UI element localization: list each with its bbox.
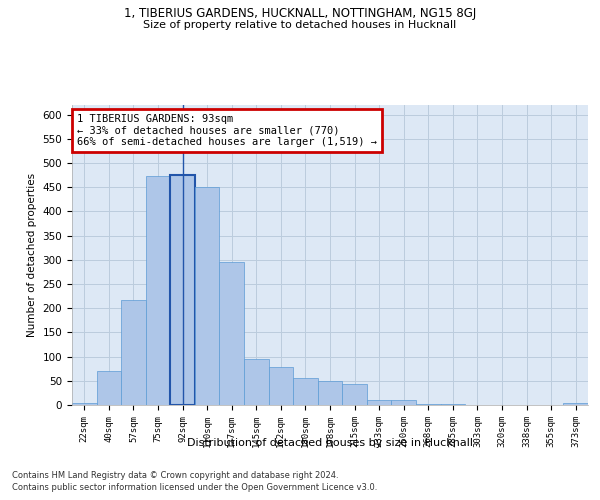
- Bar: [269, 367, 293, 405]
- Bar: [440, 404, 465, 405]
- Bar: [391, 400, 416, 405]
- Y-axis label: Number of detached properties: Number of detached properties: [27, 173, 37, 337]
- Text: 1 TIBERIUS GARDENS: 93sqm
← 33% of detached houses are smaller (770)
66% of semi: 1 TIBERIUS GARDENS: 93sqm ← 33% of detac…: [77, 114, 377, 147]
- Text: Contains public sector information licensed under the Open Government Licence v3: Contains public sector information licen…: [12, 484, 377, 492]
- Bar: [146, 176, 170, 405]
- Bar: [195, 188, 220, 405]
- Bar: [416, 404, 440, 405]
- Bar: [293, 378, 318, 405]
- Text: Distribution of detached houses by size in Hucknall: Distribution of detached houses by size …: [187, 438, 473, 448]
- Bar: [72, 402, 97, 405]
- Bar: [170, 174, 195, 405]
- Bar: [367, 400, 391, 405]
- Bar: [97, 371, 121, 405]
- Bar: [220, 262, 244, 405]
- Bar: [563, 403, 588, 405]
- Bar: [342, 384, 367, 405]
- Bar: [244, 358, 269, 405]
- Text: 1, TIBERIUS GARDENS, HUCKNALL, NOTTINGHAM, NG15 8GJ: 1, TIBERIUS GARDENS, HUCKNALL, NOTTINGHA…: [124, 8, 476, 20]
- Bar: [121, 300, 146, 405]
- Bar: [318, 381, 342, 405]
- Text: Contains HM Land Registry data © Crown copyright and database right 2024.: Contains HM Land Registry data © Crown c…: [12, 471, 338, 480]
- Text: Size of property relative to detached houses in Hucknall: Size of property relative to detached ho…: [143, 20, 457, 30]
